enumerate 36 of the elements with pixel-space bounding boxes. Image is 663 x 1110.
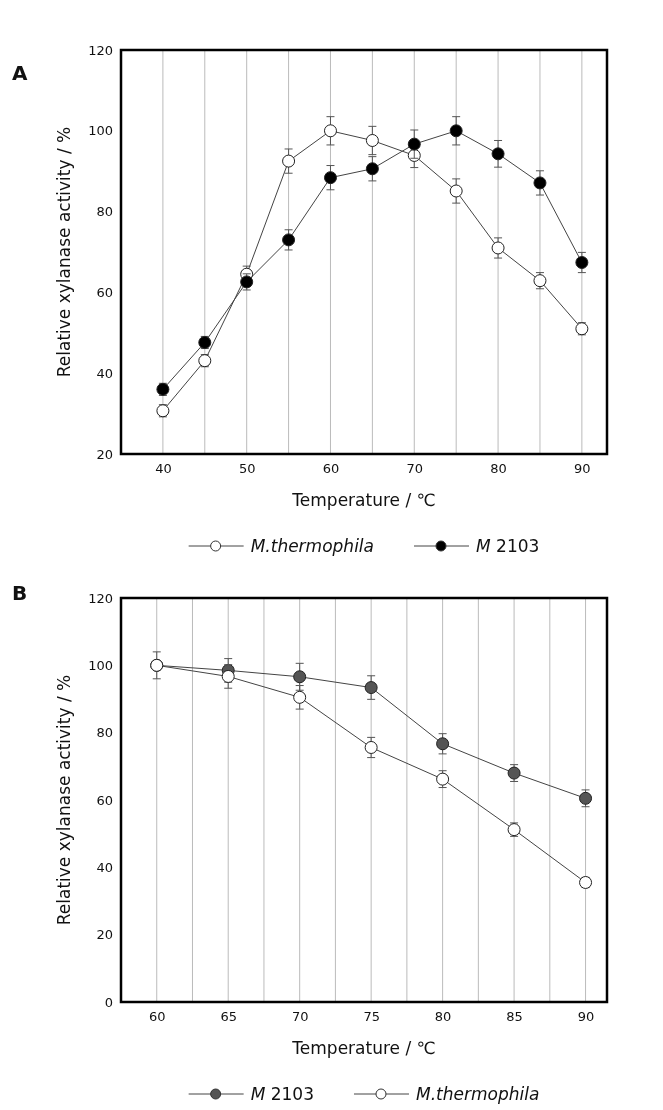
- y-axis-title: Relative xylanase activity / %: [54, 126, 74, 378]
- x-tick-label: 50: [238, 461, 256, 477]
- text: A: [12, 61, 28, 85]
- legend-label: M.thermophila: [250, 536, 375, 556]
- y-tick-label: 120: [88, 590, 113, 606]
- x-tick-label: 65: [220, 1009, 237, 1025]
- x-axis-title: Temperature / ℃: [291, 490, 436, 510]
- x-tick-label: 70: [291, 1009, 309, 1025]
- y-tick-label: 80: [96, 725, 113, 741]
- x-tick-label: 80: [490, 461, 507, 477]
- x-tick-label: 80: [434, 1009, 452, 1025]
- y-tick-label: 40: [96, 365, 113, 381]
- x-tick-label: 70: [406, 461, 424, 477]
- x-tick-label: 90: [577, 1009, 595, 1025]
- y-tick-label: 100: [88, 123, 113, 139]
- y-tick-label: 120: [88, 42, 113, 58]
- y-axis-title: Relative xylanase activity / %: [54, 674, 74, 926]
- y-tick-label: 60: [96, 285, 113, 301]
- y-tick-label: 0: [104, 994, 113, 1010]
- x-tick-label: 85: [506, 1009, 523, 1025]
- y-tick-label: 20: [96, 446, 113, 462]
- x-tick-label: 60: [322, 461, 340, 477]
- x-tick-label: 75: [363, 1009, 380, 1025]
- y-tick-label: 40: [96, 859, 113, 875]
- y-tick-label: 20: [96, 927, 113, 943]
- y-tick-label: 80: [96, 204, 113, 220]
- x-tick-label: 40: [155, 461, 172, 477]
- chart-title: B: [12, 581, 28, 605]
- y-tick-label: 60: [96, 792, 113, 808]
- legend-label: M 2103: [250, 1084, 314, 1104]
- x-tick-label: 60: [148, 1009, 166, 1025]
- legend-label: M.thermophila: [415, 1084, 540, 1104]
- x-tick-label: 90: [574, 461, 591, 477]
- legend-label: M 2103: [476, 536, 540, 556]
- x-axis-title: Temperature / ℃: [291, 1038, 436, 1058]
- y-tick-label: 100: [88, 657, 113, 673]
